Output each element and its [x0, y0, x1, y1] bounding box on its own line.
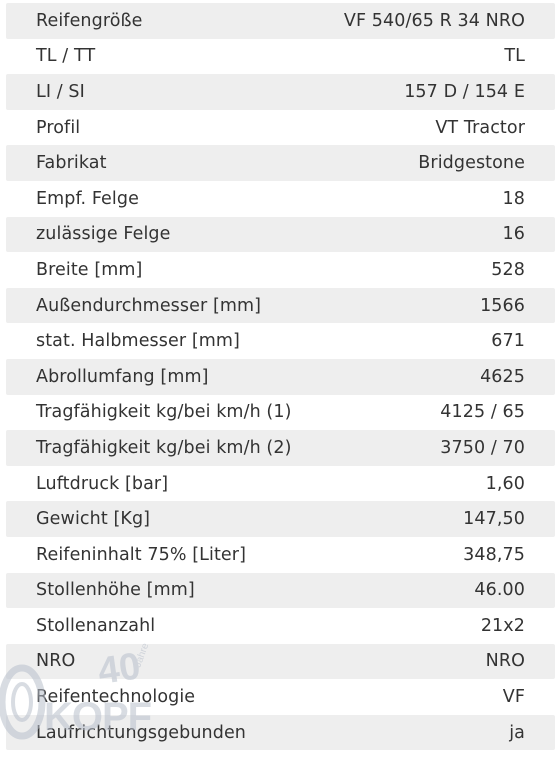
spec-row-empf-felge: Empf. Felge 18 — [6, 180, 555, 217]
spec-label: NRO — [36, 651, 76, 672]
spec-value: 4625 — [480, 366, 525, 387]
spec-value: VT Tractor — [435, 117, 525, 138]
spec-row-profil: Profil VT Tractor — [6, 109, 555, 146]
spec-value: ja — [509, 722, 525, 743]
spec-label: LI / SI — [36, 81, 85, 102]
spec-row-tl-tt: TL / TT TL — [6, 38, 555, 75]
spec-value: 1,60 — [485, 473, 525, 494]
spec-label: Tragfähigkeit kg/bei km/h (2) — [36, 437, 292, 458]
spec-value: 4125 / 65 — [440, 402, 525, 423]
spec-row-laufrichtungsgebunden: Laufrichtungsgebunden ja — [6, 714, 555, 751]
spec-label: Breite [mm] — [36, 259, 143, 280]
spec-label: zulässige Felge — [36, 224, 171, 245]
spec-value: 1566 — [480, 295, 525, 316]
spec-row-aussendurchmesser: Außendurchmesser [mm] 1566 — [6, 287, 555, 324]
spec-value: 348,75 — [463, 544, 525, 565]
spec-label: Fabrikat — [36, 153, 107, 174]
spec-row-reifeninhalt: Reifeninhalt 75% [Liter] 348,75 — [6, 536, 555, 573]
spec-row-luftdruck: Luftdruck [bar] 1,60 — [6, 465, 555, 502]
spec-row-nro: NRO NRO — [6, 643, 555, 680]
spec-label: stat. Halbmesser [mm] — [36, 331, 240, 352]
spec-row-tragfaehigkeit-2: Tragfähigkeit kg/bei km/h (2) 3750 / 70 — [6, 430, 555, 466]
spec-value: 16 — [502, 224, 525, 245]
spec-label: Stollenanzahl — [36, 615, 156, 636]
spec-label: Empf. Felge — [36, 188, 139, 209]
spec-label: Luftdruck [bar] — [36, 473, 169, 494]
spec-row-stollenanzahl: Stollenanzahl 21x2 — [6, 608, 555, 644]
spec-value: 528 — [491, 259, 525, 280]
spec-value: VF — [502, 687, 525, 708]
spec-value: 18 — [502, 188, 525, 209]
spec-row-gewicht: Gewicht [Kg] 147,50 — [6, 501, 555, 537]
spec-label: Außendurchmesser [mm] — [36, 295, 262, 316]
spec-value: 46.00 — [474, 580, 525, 601]
spec-label: Abrollumfang [mm] — [36, 366, 209, 387]
spec-row-halbmesser: stat. Halbmesser [mm] 671 — [6, 323, 555, 359]
spec-label: Gewicht [Kg] — [36, 509, 151, 530]
spec-label: Profil — [36, 117, 81, 138]
spec-value: TL — [504, 46, 525, 67]
spec-row-zulaessige-felge: zulässige Felge 16 — [6, 216, 555, 253]
spec-row-stollenhoehe: Stollenhöhe [mm] 46.00 — [6, 572, 555, 609]
spec-value: VF 540/65 R 34 NRO — [343, 10, 525, 31]
spec-value: 671 — [491, 331, 525, 352]
spec-row-abrollumfang: Abrollumfang [mm] 4625 — [6, 358, 555, 395]
spec-label: Reifentechnologie — [36, 687, 196, 708]
spec-value: Bridgestone — [418, 153, 525, 174]
spec-label: Tragfähigkeit kg/bei km/h (1) — [36, 402, 292, 423]
spec-value: NRO — [485, 651, 525, 672]
spec-value: 157 D / 154 E — [404, 81, 525, 102]
spec-label: TL / TT — [36, 46, 96, 67]
spec-row-reifentechnologie: Reifentechnologie VF — [6, 679, 555, 715]
spec-label: Laufrichtungsgebunden — [36, 722, 246, 743]
spec-label: Reifengröße — [36, 10, 143, 31]
spec-row-li-si: LI / SI 157 D / 154 E — [6, 74, 555, 110]
spec-label: Reifeninhalt 75% [Liter] — [36, 544, 247, 565]
tire-spec-table: Reifengröße VF 540/65 R 34 NRO TL / TT T… — [0, 3, 559, 751]
spec-label: Stollenhöhe [mm] — [36, 580, 195, 601]
spec-row-breite: Breite [mm] 528 — [6, 252, 555, 288]
spec-row-reifengroesse: Reifengröße VF 540/65 R 34 NRO — [6, 3, 555, 39]
spec-row-fabrikat: Fabrikat Bridgestone — [6, 145, 555, 181]
spec-value: 21x2 — [480, 615, 525, 636]
spec-value: 147,50 — [463, 509, 525, 530]
spec-value: 3750 / 70 — [440, 437, 525, 458]
spec-row-tragfaehigkeit-1: Tragfähigkeit kg/bei km/h (1) 4125 / 65 — [6, 394, 555, 431]
